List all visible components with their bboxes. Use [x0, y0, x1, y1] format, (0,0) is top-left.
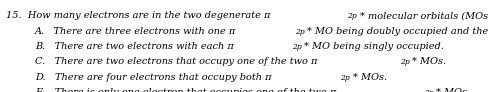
- Text: * MO being doubly occupied and the other singly occupied.: * MO being doubly occupied and the other…: [307, 27, 488, 36]
- Text: 15.  How many electrons are in the two degenerate π: 15. How many electrons are in the two de…: [6, 12, 270, 21]
- Text: 2p: 2p: [291, 43, 301, 51]
- Text: * molecular orbitals (MOs)?: * molecular orbitals (MOs)?: [359, 12, 488, 21]
- Text: * MO being singly occupied.: * MO being singly occupied.: [304, 42, 443, 51]
- Text: B.   There are two electrons with each π: B. There are two electrons with each π: [35, 42, 233, 51]
- Text: * MOs.: * MOs.: [436, 88, 469, 92]
- Text: 2p: 2p: [399, 58, 408, 66]
- Text: 2p: 2p: [346, 12, 356, 20]
- Text: A.   There are three electrons with one π: A. There are three electrons with one π: [35, 27, 236, 36]
- Text: C.   There are two electrons that occupy one of the two π: C. There are two electrons that occupy o…: [35, 58, 317, 67]
- Text: E.   There is only one electron that occupies one of the two π: E. There is only one electron that occup…: [35, 88, 336, 92]
- Text: 2p: 2p: [294, 28, 304, 36]
- Text: * MOs.: * MOs.: [411, 58, 446, 67]
- Text: D.   There are four electrons that occupy both π: D. There are four electrons that occupy …: [35, 73, 271, 82]
- Text: * MOs.: * MOs.: [352, 73, 386, 82]
- Text: 2p: 2p: [423, 89, 433, 92]
- Text: 2p: 2p: [340, 74, 349, 82]
